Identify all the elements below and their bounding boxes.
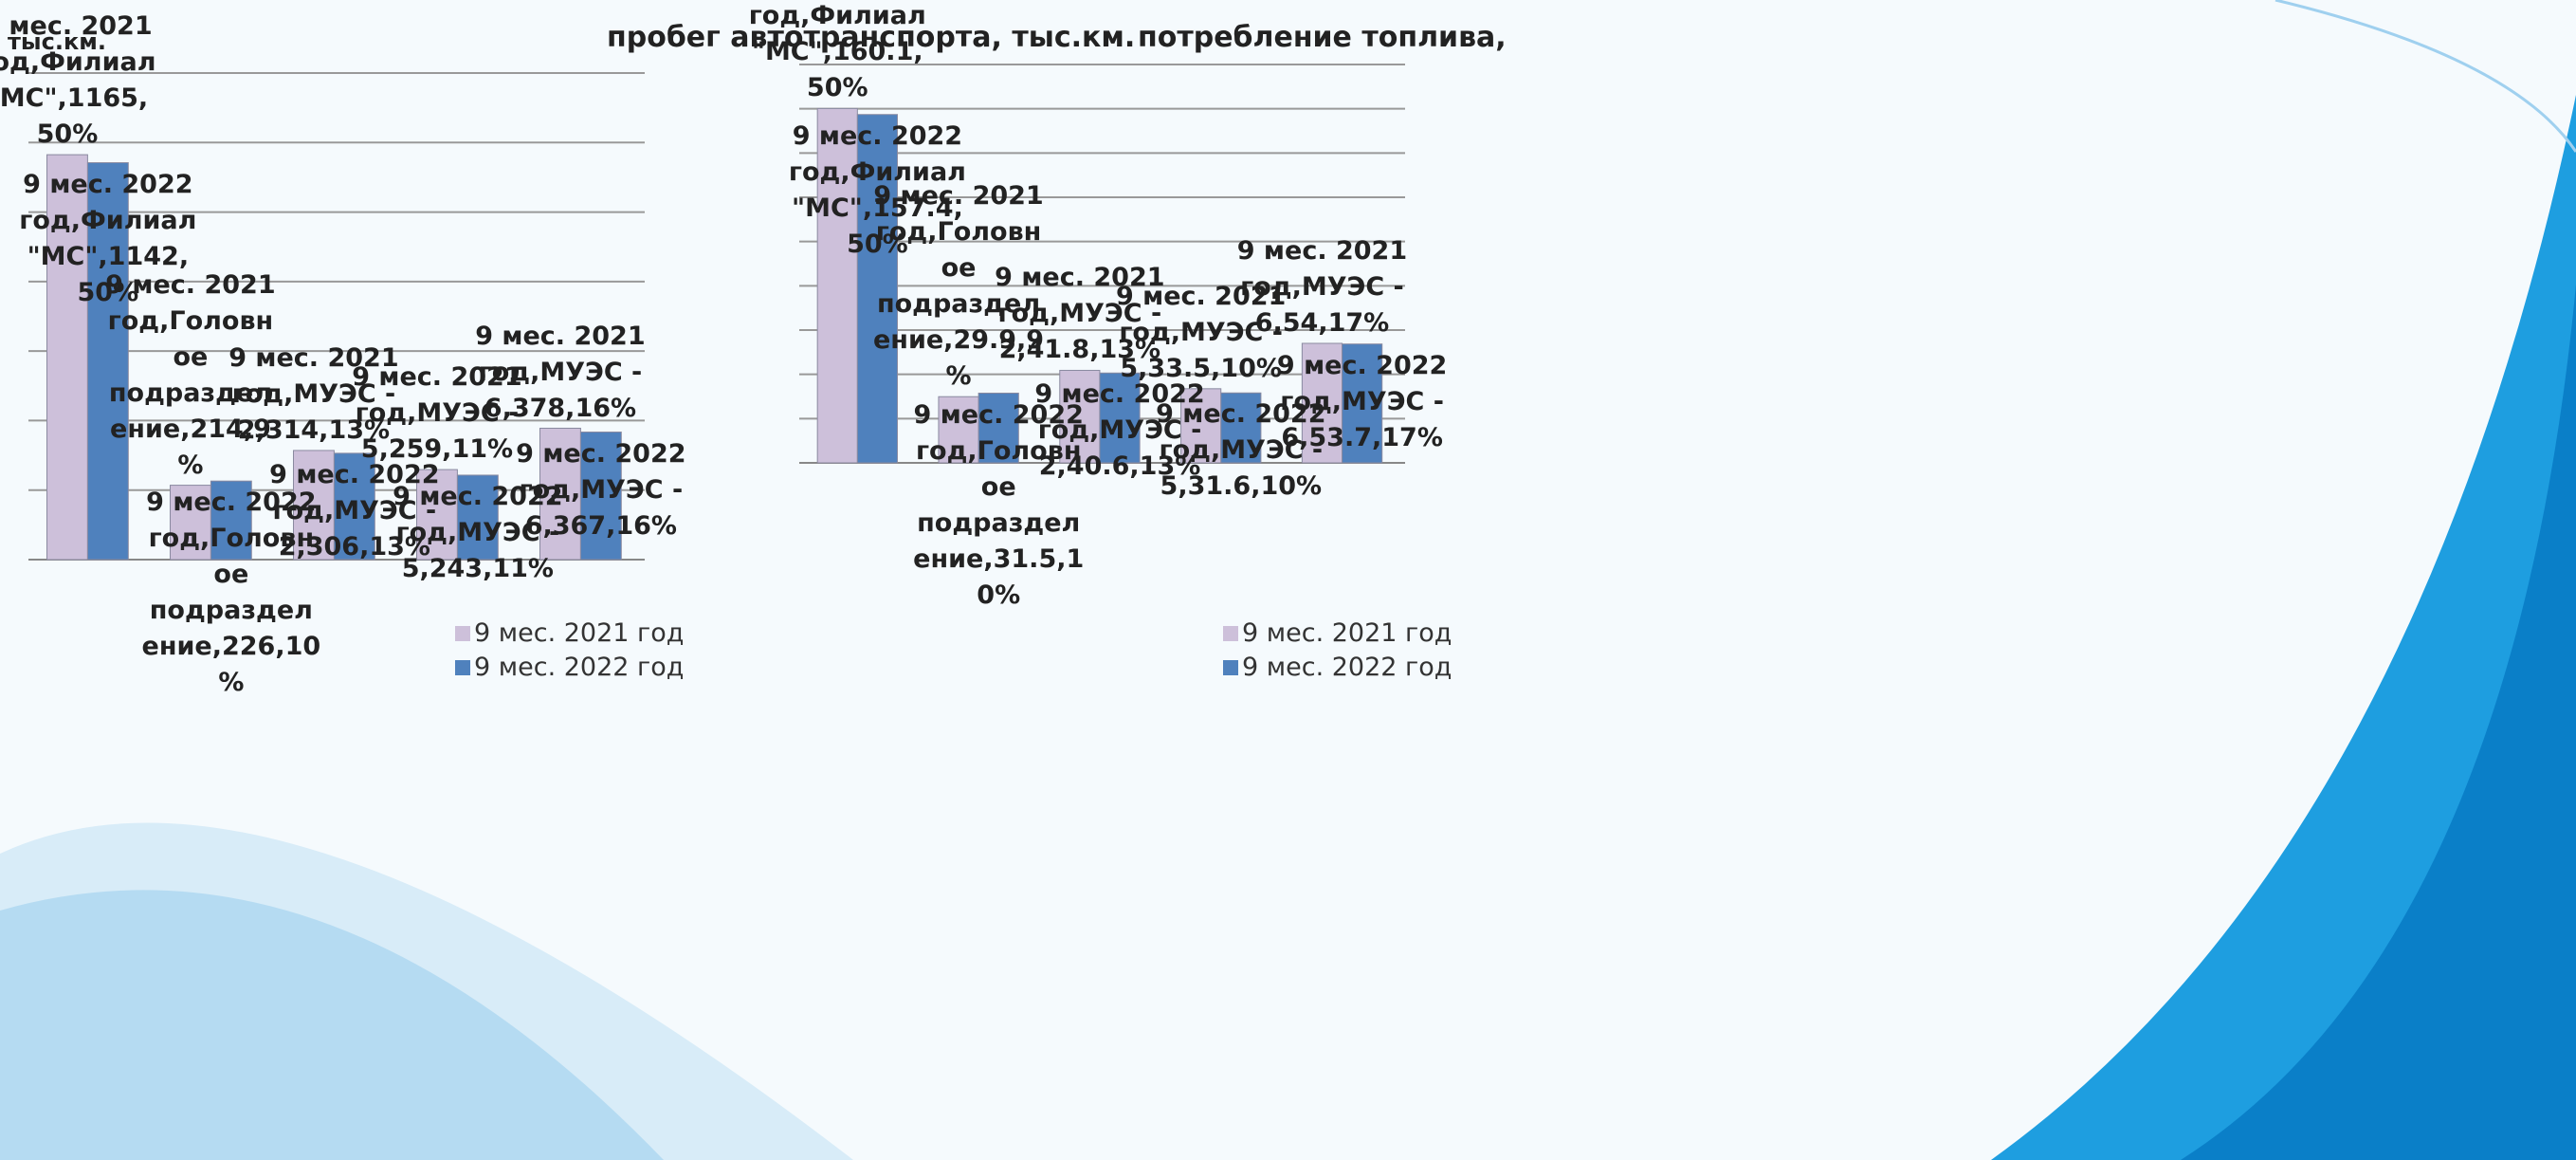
data-label: 9 мес. 2021 год,МУЭС - 6,378,16% [475,321,646,423]
bar [333,452,375,561]
data-label: 9 мес. 2022 год,Головное подразделение,2… [141,488,321,698]
data-label: 9 мес. 2022 год,МУЭС - 5,31.6,10% [1156,399,1326,502]
legend-label: 9 мес. 2022 год [1242,653,1452,682]
y-axis-label: тыс.км. [8,28,106,55]
data-label: 9 мес. 2022 год,Головное подразделение,3… [913,399,1085,610]
bar [1301,342,1343,464]
legend-label: 9 мес. 2022 год [474,653,685,682]
data-label: 9 мес. 2022 год,МУЭС - 6,367,16% [516,438,686,541]
bar [1099,372,1141,464]
bar [1342,343,1383,464]
decor [0,890,664,1160]
bar [1220,392,1262,464]
data-label: 9 мес. 2022 год,Филиал "МС",157.4, 50% [788,120,966,259]
data-label: 9 мес. 2021 год,МУЭС - 2,314,13% [228,342,399,445]
chart-title: пробег автотранспорта, тыс.км. [607,21,1136,54]
bar [1180,388,1222,464]
legend-swatch [455,659,470,675]
bar [46,154,88,561]
legend-item: 9 мес. 2021 год [455,618,684,648]
legend-item: 9 мес. 2021 год [1223,618,1452,648]
legend-swatch [1223,659,1238,675]
data-label: 9 мес. 2021 год,Головное подразделение,2… [872,181,1045,392]
legend-label: 9 мес. 2021 год [1242,618,1452,648]
data-label: 9 мес. 2022 год,МУЭС - 6,53.7,17% [1276,350,1448,452]
chart-title: потребление топлива, [1138,21,1507,54]
data-label: 9 мес. 2022 год,МУЭС - 2,306,13% [269,459,440,562]
decor [2275,0,2576,153]
data-label: 9 мес. 2021 год,Филиал "МС",160.1, 50% [748,1,926,103]
bar [293,450,335,561]
data-label: 9 мес. 2022 год,МУЭС - 2,40.6,13% [1034,379,1205,482]
bar [977,393,1019,464]
data-label: 9 мес. 2021 год,МУЭС - 2,41.8,13% [995,263,1165,365]
bar [579,432,622,561]
legend-item: 9 мес. 2022 год [455,653,684,682]
bar [856,114,899,464]
legend-swatch [1223,625,1238,641]
bar [86,162,129,561]
data-label: 9 мес. 2021 год,МУЭС - 5,259,11% [352,362,522,465]
decor [2181,285,2576,1160]
data-label: 9 мес. 2022 год,МУЭС - 5,243,11% [393,481,563,583]
bar [170,485,211,561]
legend-swatch [455,625,470,641]
data-label: 9 мес. 2022 год,Филиал "МС",1142, 50% [19,169,197,307]
legend-item: 9 мес. 2022 год [1223,653,1452,682]
bar [539,427,581,561]
bar [416,469,458,561]
data-label: 9 мес. 2021 год,Филиал "МС",1165, 50% [0,11,156,150]
legend-label: 9 мес. 2021 год [474,618,685,648]
data-label: 9 мес. 2021 год,МУЭС - 6,54,17% [1236,236,1408,338]
bar [210,480,252,561]
data-label: 9 мес. 2021 год,МУЭС - 5,33.5,10% [1115,281,1287,383]
data-label: 9 мес. 2021 год,Головное подразделение,2… [105,269,276,480]
bar [456,474,499,561]
